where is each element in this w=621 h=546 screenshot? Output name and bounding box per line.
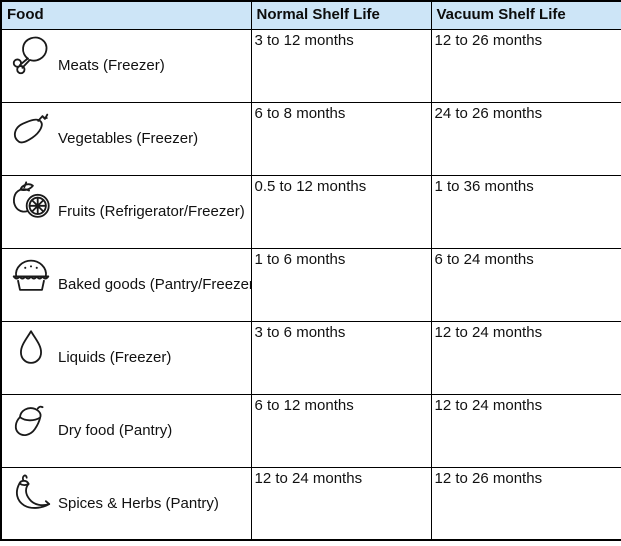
food-cell: Fruits (Refrigerator/Freezer) [0,174,252,249]
column-header-vacuum-shelf-life: Vacuum Shelf Life [430,0,621,30]
eggplant-icon [8,106,54,152]
table-row: Dry food (Pantry) 6 to 12 months 12 to 2… [0,393,621,468]
food-label: Vegetables (Freezer) [58,129,199,147]
table-row: Meats (Freezer) 3 to 12 months 12 to 26 … [0,28,621,103]
header-row: Food Normal Shelf Life Vacuum Shelf Life [0,0,621,30]
food-label: Dry food (Pantry) [58,421,173,439]
food-cell: Spices & Herbs (Pantry) [0,466,252,541]
food-cell: Vegetables (Freezer) [0,101,252,176]
table-row: Baked goods (Pantry/Freezer) 1 to 6 mont… [0,247,621,322]
vacuum-shelf-life-cell: 24 to 26 months [430,101,621,176]
vacuum-shelf-life-cell: 12 to 24 months [430,320,621,395]
normal-shelf-life-cell: 12 to 24 months [250,466,432,541]
normal-shelf-life-cell: 3 to 12 months [250,28,432,103]
pie-icon [8,252,54,298]
drumstick-icon [8,33,54,79]
vacuum-shelf-life-cell: 6 to 24 months [430,247,621,322]
normal-shelf-life-cell: 1 to 6 months [250,247,432,322]
column-header-normal-shelf-life: Normal Shelf Life [250,0,432,30]
table-row: Liquids (Freezer) 3 to 6 months 12 to 24… [0,320,621,395]
table-row: Spices & Herbs (Pantry) 12 to 24 months … [0,466,621,541]
food-cell: Liquids (Freezer) [0,320,252,395]
citrus-fruit-icon [8,179,54,225]
food-cell: Baked goods (Pantry/Freezer) [0,247,252,322]
food-label: Baked goods (Pantry/Freezer) [58,275,251,293]
vacuum-shelf-life-cell: 12 to 24 months [430,393,621,468]
food-label: Liquids (Freezer) [58,348,172,366]
normal-shelf-life-cell: 0.5 to 12 months [250,174,432,249]
table-row: Vegetables (Freezer) 6 to 8 months 24 to… [0,101,621,176]
column-header-food: Food [0,0,252,30]
vacuum-shelf-life-cell: 12 to 26 months [430,466,621,541]
food-label: Meats (Freezer) [58,56,165,74]
normal-shelf-life-cell: 6 to 12 months [250,393,432,468]
vacuum-shelf-life-cell: 1 to 36 months [430,174,621,249]
normal-shelf-life-cell: 6 to 8 months [250,101,432,176]
droplet-icon [8,325,54,371]
chili-pepper-icon [8,471,54,517]
vacuum-shelf-life-cell: 12 to 26 months [430,28,621,103]
food-label: Spices & Herbs (Pantry) [58,494,219,512]
food-cell: Meats (Freezer) [0,28,252,103]
food-cell: Dry food (Pantry) [0,393,252,468]
normal-shelf-life-cell: 3 to 6 months [250,320,432,395]
table-row: Fruits (Refrigerator/Freezer) 0.5 to 12 … [0,174,621,249]
food-label: Fruits (Refrigerator/Freezer) [58,202,245,220]
acorn-icon [8,398,54,444]
